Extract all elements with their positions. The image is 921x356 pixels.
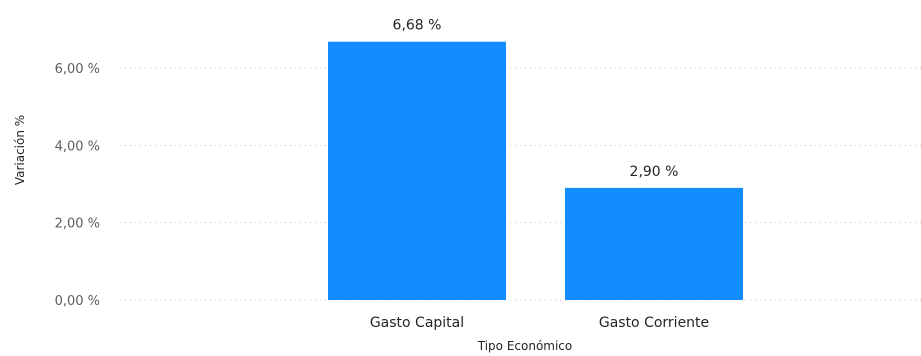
x-axis-categories: Gasto Capital Gasto Corriente bbox=[370, 315, 709, 331]
data-labels: 6,68 % 2,90 % bbox=[393, 18, 679, 180]
grid-lines bbox=[120, 67, 921, 301]
bar bbox=[565, 187, 743, 300]
y-tick-label: 4,00 % bbox=[55, 139, 100, 154]
x-axis-title: Tipo Económico bbox=[477, 339, 573, 353]
y-tick-label: 2,00 % bbox=[55, 217, 100, 232]
y-axis-ticks: 0,00 % 2,00 % 4,00 % 6,00 % bbox=[55, 62, 100, 309]
x-category-label: Gasto Corriente bbox=[599, 315, 709, 331]
y-axis-title: Variación % bbox=[13, 115, 27, 185]
x-category-label: Gasto Capital bbox=[370, 315, 464, 331]
bars bbox=[328, 41, 743, 300]
y-tick-label: 6,00 % bbox=[55, 62, 100, 77]
data-label: 2,90 % bbox=[630, 164, 679, 180]
y-tick-label: 0,00 % bbox=[55, 294, 100, 309]
bar bbox=[328, 41, 506, 300]
data-label: 6,68 % bbox=[393, 18, 442, 34]
